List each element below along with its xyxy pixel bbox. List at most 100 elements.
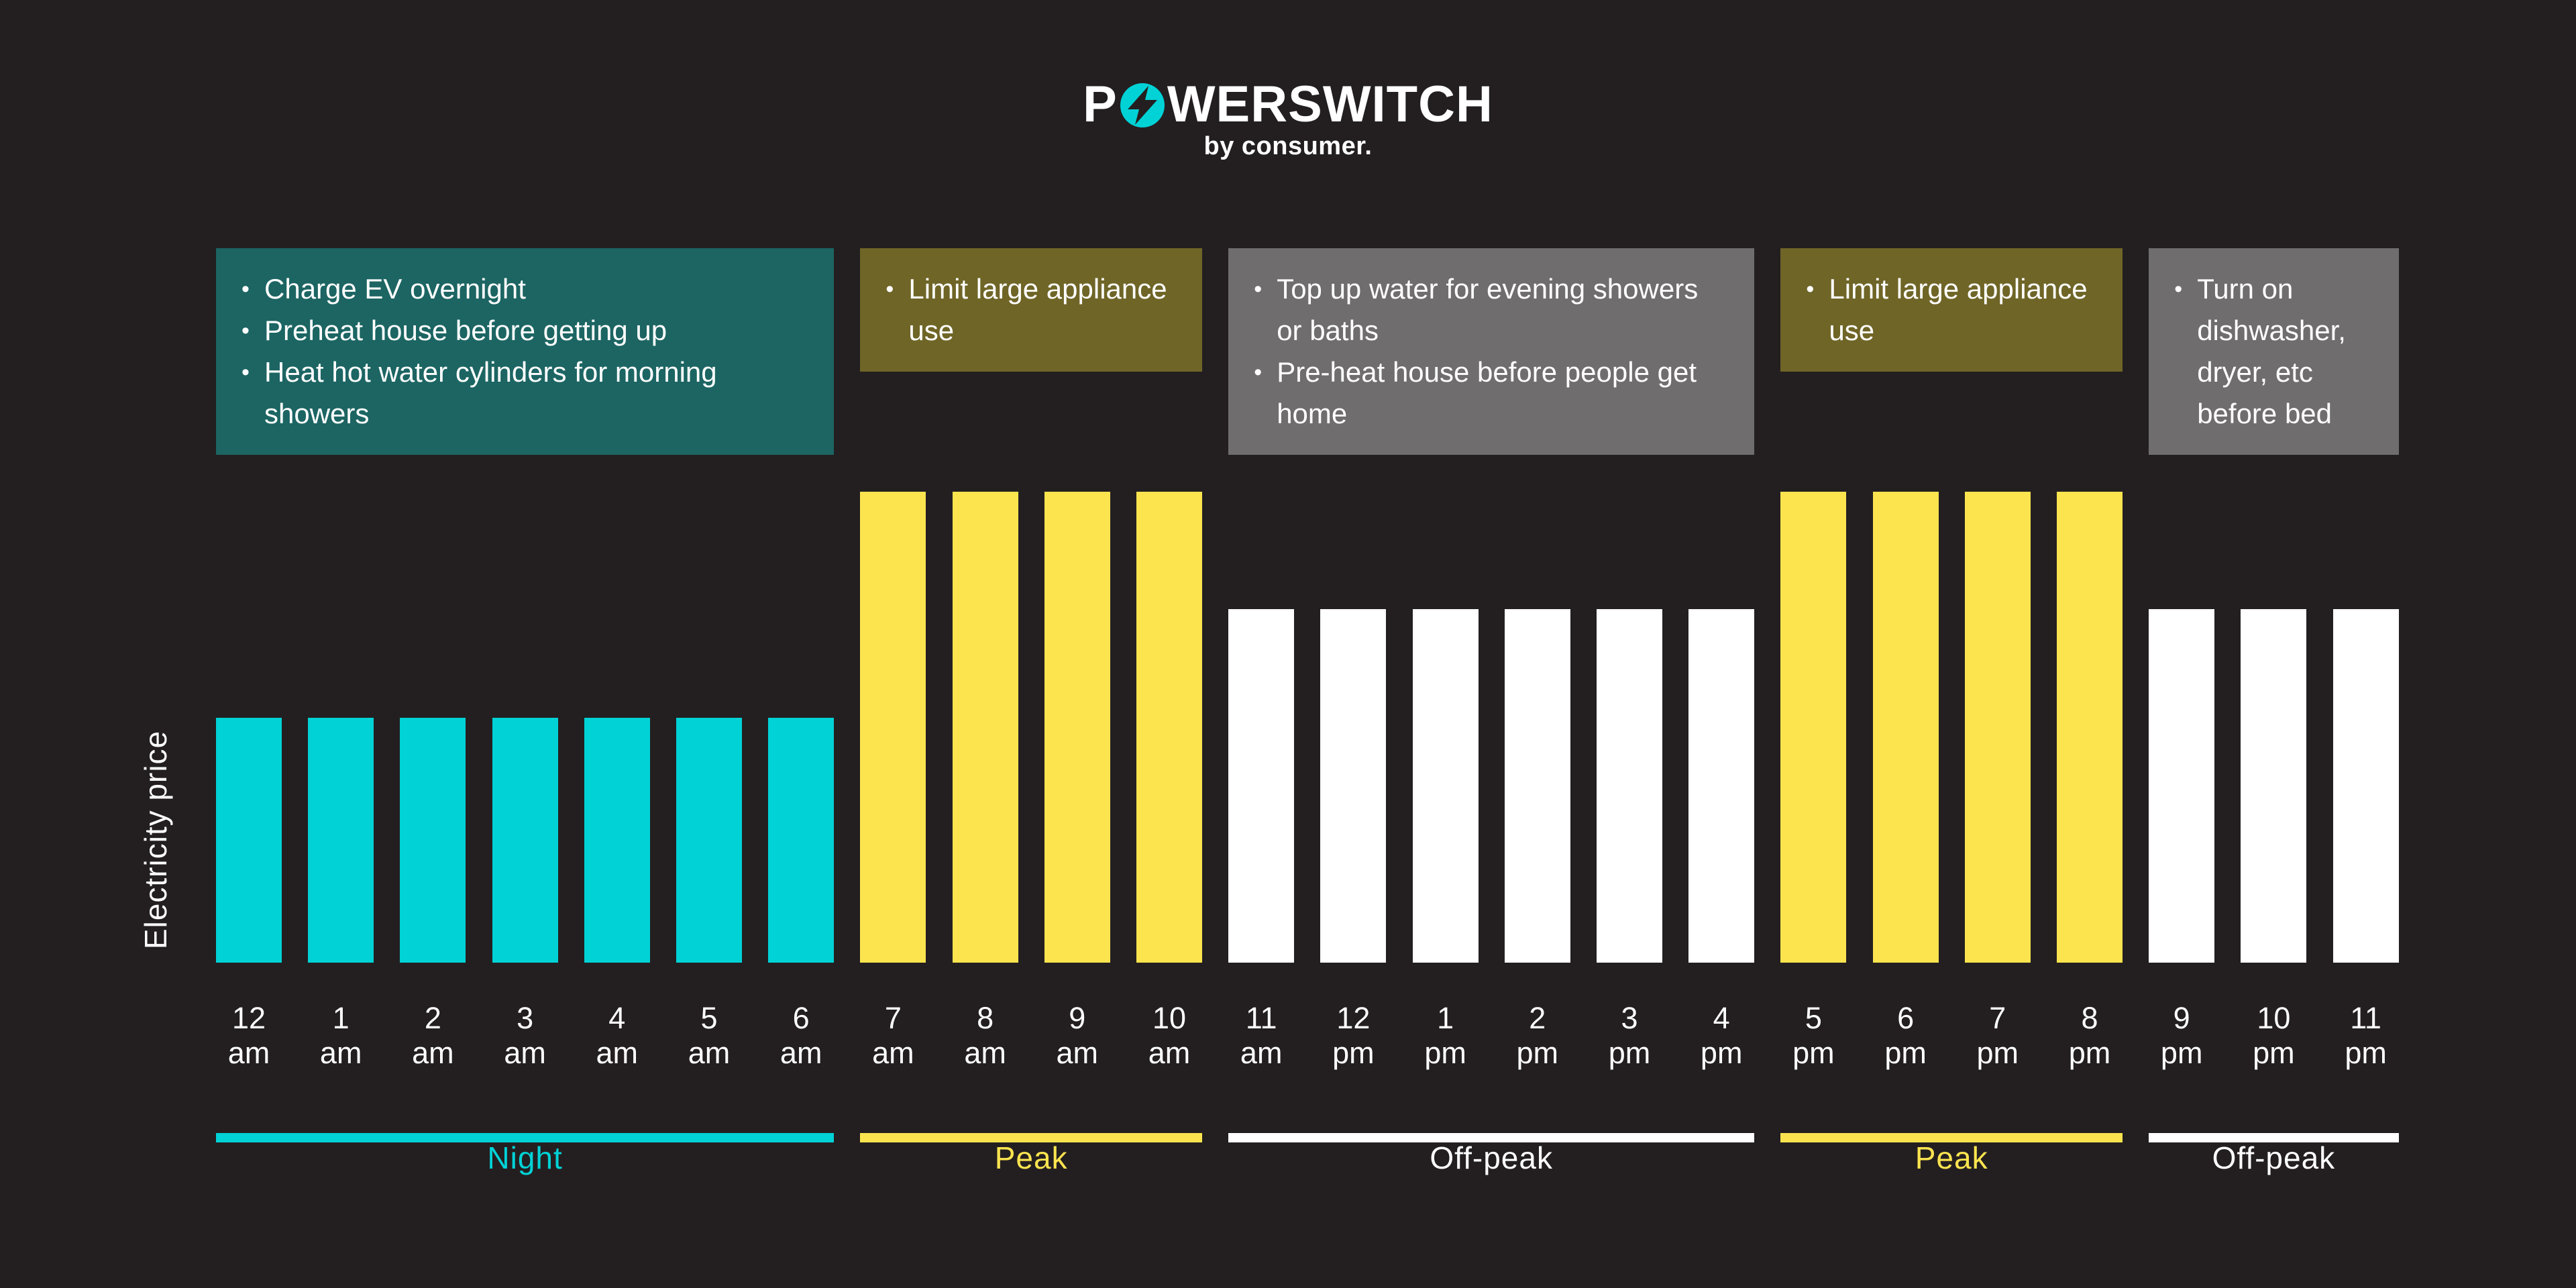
tick-hour: 12 xyxy=(1336,1001,1371,1035)
tick-suffix: pm xyxy=(1332,1036,1375,1070)
tick-5pm: 5 pm xyxy=(1762,1001,1865,1071)
section-underline-off-peak-night xyxy=(2149,1133,2399,1142)
tick-hour: 3 xyxy=(517,1001,534,1035)
tick-hour: 3 xyxy=(1621,1001,1638,1035)
bar-11pm xyxy=(2332,609,2399,963)
powerswitch-logo: P WERSWITCH by consumer. xyxy=(0,79,2576,161)
lightning-bolt-icon xyxy=(1120,83,1165,127)
bar-9am xyxy=(1044,492,1110,963)
tick-suffix: pm xyxy=(1976,1036,2019,1070)
tick-hour: 11 xyxy=(2350,1001,2381,1035)
tick-suffix: am xyxy=(1240,1036,1283,1070)
logo-wordmark: P WERSWITCH xyxy=(0,79,2576,130)
tick-hour: 4 xyxy=(1713,1001,1730,1035)
tick-1am: 1 am xyxy=(289,1001,392,1071)
note-peak-am: • Limit large appliance use xyxy=(860,248,1202,372)
tick-hour: 1 xyxy=(332,1001,350,1035)
bullet-dot: • xyxy=(241,276,250,302)
tick-1pm: 1 pm xyxy=(1394,1001,1497,1071)
note-text: Pre-heat house before people get home xyxy=(1277,356,1697,429)
tick-5am: 5 am xyxy=(657,1001,761,1071)
tick-8am: 8 am xyxy=(934,1001,1037,1071)
tick-3am: 3 am xyxy=(474,1001,577,1071)
tick-8pm: 8 pm xyxy=(2038,1001,2141,1071)
note-bullet-item: • Pre-heat house before people get home xyxy=(1254,352,1729,435)
bar-2pm xyxy=(1504,609,1570,963)
tick-7am: 7 am xyxy=(841,1001,945,1071)
tick-suffix: am xyxy=(1148,1036,1191,1070)
bullet-dot: • xyxy=(1806,276,1815,302)
bar-12am xyxy=(216,718,282,963)
logo-word-end: WERSWITCH xyxy=(1167,76,1493,133)
note-bullet-item: • Preheat house before getting up xyxy=(241,310,808,352)
bullet-dot: • xyxy=(1254,360,1263,385)
note-night: • Charge EV overnight • Preheat house befor… xyxy=(216,248,835,455)
note-text: Top up water for evening showers or bath… xyxy=(1277,273,1699,346)
tick-hour: 8 xyxy=(2081,1001,2098,1035)
bar-3am xyxy=(492,718,558,963)
note-text: Limit large appliance use xyxy=(1829,273,2088,346)
tick-suffix: am xyxy=(780,1036,822,1070)
bar-7pm xyxy=(1964,492,2031,963)
tick-suffix: pm xyxy=(1792,1036,1835,1070)
tick-hour: 6 xyxy=(1897,1001,1915,1035)
note-text: Limit large appliance use xyxy=(908,273,1167,346)
note-text: Charge EV overnight xyxy=(264,273,526,305)
bullet-dot: • xyxy=(2174,276,2183,302)
bar-10am xyxy=(1136,492,1202,963)
note-bullet-item: • Limit large appliance use xyxy=(1806,268,2097,352)
tick-suffix: pm xyxy=(2345,1036,2387,1070)
tick-2am: 2 am xyxy=(381,1001,484,1071)
tick-4am: 4 am xyxy=(566,1001,669,1071)
tick-11pm: 11 pm xyxy=(2314,1001,2418,1071)
note-bullet-item: • Turn on dishwasher, dryer, etc before b… xyxy=(2174,268,2373,435)
tick-suffix: pm xyxy=(2253,1036,2295,1070)
tick-3pm: 3 pm xyxy=(1578,1001,1681,1071)
tick-hour: 7 xyxy=(884,1001,902,1035)
bullet-dot: • xyxy=(885,276,894,302)
bar-1am xyxy=(308,718,374,963)
tick-7pm: 7 pm xyxy=(1946,1001,2049,1071)
tick-hour: 2 xyxy=(424,1001,441,1035)
tick-suffix: pm xyxy=(1700,1036,1743,1070)
tick-hour: 4 xyxy=(608,1001,626,1035)
tick-hour: 5 xyxy=(700,1001,718,1035)
bar-10pm xyxy=(2241,609,2307,963)
tick-9am: 9 am xyxy=(1026,1001,1129,1071)
bar-4am xyxy=(584,718,650,963)
note-peak-pm: • Limit large appliance use xyxy=(1780,248,2123,372)
tick-4pm: 4 pm xyxy=(1670,1001,1773,1071)
section-label-night: Night xyxy=(487,1140,563,1175)
tick-suffix: pm xyxy=(2068,1036,2111,1070)
section-underline-night xyxy=(216,1133,835,1142)
tick-hour: 7 xyxy=(1989,1001,2006,1035)
note-off-peak-night: • Turn on dishwasher, dryer, etc before b… xyxy=(2149,248,2399,455)
tick-suffix: am xyxy=(227,1036,270,1070)
tick-hour: 12 xyxy=(231,1001,266,1035)
note-text: Turn on dishwasher, dryer, etc before be… xyxy=(2197,273,2346,429)
tick-suffix: am xyxy=(319,1036,362,1070)
section-label-off-peak-night: Off-peak xyxy=(2212,1140,2336,1175)
bar-9pm xyxy=(2149,609,2215,963)
tick-11am: 11 am xyxy=(1210,1001,1313,1071)
tick-suffix: pm xyxy=(1516,1036,1559,1070)
bar-6am xyxy=(768,718,835,963)
note-bullet-item: • Limit large appliance use xyxy=(885,268,1177,352)
section-label-peak-pm: Peak xyxy=(1915,1140,1988,1175)
tick-hour: 11 xyxy=(1245,1001,1277,1035)
tick-suffix: pm xyxy=(1608,1036,1651,1070)
logo-word-start: P xyxy=(1083,76,1118,133)
bar-3pm xyxy=(1597,609,1662,963)
bar-5pm xyxy=(1780,492,1847,963)
tick-6am: 6 am xyxy=(749,1001,853,1071)
tick-hour: 8 xyxy=(977,1001,994,1035)
tick-suffix: pm xyxy=(1424,1036,1466,1070)
note-bullet-item: • Heat hot water cylinders for morning sh… xyxy=(241,352,808,435)
tick-hour: 6 xyxy=(792,1001,810,1035)
bar-11am xyxy=(1228,609,1295,963)
bullet-dot: • xyxy=(1254,276,1263,302)
tick-hour: 9 xyxy=(2173,1001,2190,1035)
tick-suffix: am xyxy=(688,1036,731,1070)
note-bullet-item: • Charge EV overnight xyxy=(241,268,808,310)
bar-1pm xyxy=(1412,609,1479,963)
